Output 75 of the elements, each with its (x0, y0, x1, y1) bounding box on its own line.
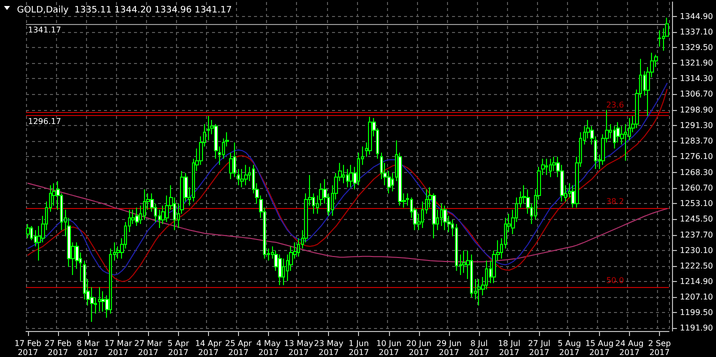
y-tick-label: 1214.90 (680, 276, 714, 286)
y-tick-label: 1230.10 (680, 246, 714, 255)
candlestick (233, 142, 236, 178)
y-tick-label: 1191.90 (680, 324, 714, 333)
candlestick (455, 223, 458, 272)
y-tick-label: 1298.90 (680, 106, 714, 115)
x-tick-label: 25 Apr 2017 (225, 339, 252, 357)
candlestick (244, 164, 248, 186)
annotation: 38.2 (606, 197, 624, 206)
x-tick-label: 5 Apr 2017 (168, 339, 190, 357)
y-tick-label: 1260.70 (680, 183, 714, 192)
y-tick-label: 1283.70 (680, 136, 714, 146)
y-tick-label: 1314.30 (680, 74, 714, 84)
candlestick (349, 164, 353, 188)
y-tick-label: 1321.90 (680, 58, 714, 68)
y-tick-label: 1329.50 (680, 43, 714, 52)
y-tick-label: 1222.50 (680, 261, 714, 270)
x-tick-label: 17 Feb 2017 (14, 339, 42, 357)
x-tick-label: 5 Aug 2017 (558, 339, 581, 357)
candlestick (26, 223, 30, 239)
y-tick-label: 1253.10 (680, 198, 714, 208)
y-tick-label: 1276.10 (680, 152, 714, 162)
candlestick (207, 115, 210, 141)
candlestick (143, 188, 146, 220)
candlestick (135, 207, 139, 227)
line-series (27, 182, 668, 262)
x-tick-label: 17 Mar 2017 (104, 339, 133, 357)
x-tick-label: 27 Feb 2017 (44, 339, 72, 357)
candlestick (391, 172, 394, 192)
y-tick-label: 1237.70 (680, 230, 714, 240)
x-tick-label: 24 Aug 2017 (615, 339, 644, 357)
x-tick-label: 8 Jul 2017 (468, 339, 490, 357)
x-tick-label: 23 May 2017 (314, 339, 344, 357)
candlestick (240, 168, 244, 188)
y-tick-label: 1245.50 (680, 214, 714, 224)
ref-line-label: 1341.17 (28, 25, 62, 34)
y-tick-label: 1306.70 (680, 90, 714, 99)
annotation: 50.0 (606, 276, 624, 285)
candlestick (368, 116, 372, 156)
x-tick-label: 10 Jun 2017 (376, 339, 402, 357)
x-tick-label: 29 Jun 2017 (436, 339, 462, 357)
candlestick (342, 164, 345, 184)
candlestick (549, 158, 552, 178)
x-tick-label: 14 Apr 2017 (195, 339, 222, 357)
x-tick-label: 15 Aug 2017 (585, 339, 614, 357)
x-tick-label: 20 Jun 2017 (406, 339, 432, 357)
candlestick (440, 203, 443, 227)
y-tick-label: 1344.90 (680, 12, 714, 21)
candlestick (470, 254, 473, 298)
x-tick-label: 2 Sep 2017 (648, 339, 671, 357)
y-tick-label: 1207.10 (680, 292, 714, 302)
candlestick (282, 258, 285, 286)
candlestick (545, 158, 548, 176)
candlestick (346, 168, 349, 188)
x-tick-label: 13 May 2017 (284, 339, 314, 357)
candlestick (237, 168, 240, 186)
candlestick (98, 286, 101, 312)
x-tick-label: 18 Jul 2017 (498, 339, 520, 357)
ref-line-label: 1296.17 (28, 117, 62, 126)
candlestick (278, 254, 282, 286)
y-tick-label: 1337.10 (680, 28, 714, 37)
x-tick-label: 8 Mar 2017 (76, 339, 100, 357)
annotation: 23.6 (606, 100, 624, 110)
candlestick (613, 126, 616, 150)
candlestick (477, 278, 481, 306)
y-tick-label: 1291.30 (680, 121, 714, 130)
chart-title: GOLD,Daily 1335.11 1344.20 1334.96 1341.17 (17, 6, 232, 16)
candlestick (443, 205, 447, 231)
x-tick-label: 27 Jul 2017 (528, 339, 550, 357)
x-tick-label: 27 Mar 2017 (134, 339, 163, 357)
y-tick-label: 1268.30 (680, 168, 714, 177)
x-tick-label: 1 Jun 2017 (348, 339, 369, 357)
y-tick-label: 1199.50 (680, 308, 714, 318)
x-tick-label: 4 May 2017 (256, 339, 281, 357)
candlestick (658, 30, 661, 48)
